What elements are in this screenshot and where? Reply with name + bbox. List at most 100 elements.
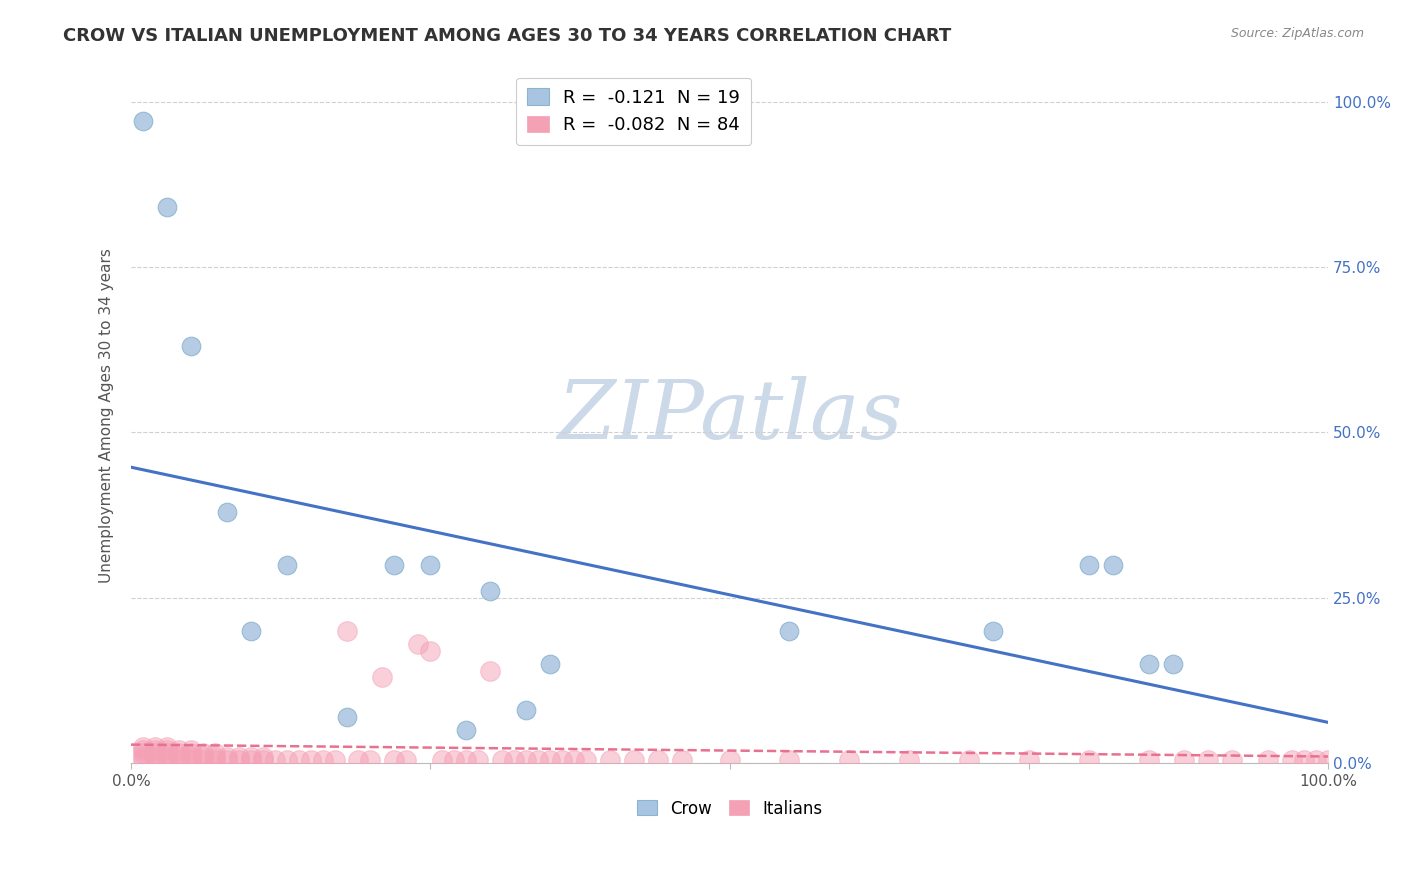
- Point: [239, 753, 262, 767]
- Point: [408, 637, 430, 651]
- Point: [204, 753, 226, 767]
- Point: [143, 739, 166, 754]
- Point: [1305, 753, 1327, 767]
- Point: [359, 753, 381, 767]
- Point: [371, 670, 394, 684]
- Point: [156, 739, 179, 754]
- Point: [599, 753, 621, 767]
- Point: [156, 749, 179, 764]
- Point: [180, 746, 202, 760]
- Point: [671, 753, 693, 767]
- Point: [167, 749, 190, 764]
- Point: [215, 505, 238, 519]
- Point: [299, 753, 322, 767]
- Text: Source: ZipAtlas.com: Source: ZipAtlas.com: [1230, 27, 1364, 40]
- Point: [143, 743, 166, 757]
- Point: [647, 753, 669, 767]
- Point: [143, 753, 166, 767]
- Point: [167, 746, 190, 760]
- Point: [228, 749, 250, 764]
- Point: [419, 558, 441, 572]
- Point: [1137, 657, 1160, 671]
- Point: [778, 753, 800, 767]
- Point: [456, 723, 478, 737]
- Point: [479, 664, 502, 678]
- Legend: Crow, Italians: Crow, Italians: [630, 793, 830, 824]
- Point: [1137, 753, 1160, 767]
- Point: [143, 749, 166, 764]
- Point: [575, 753, 598, 767]
- Point: [204, 746, 226, 760]
- Point: [432, 753, 454, 767]
- Point: [215, 753, 238, 767]
- Point: [347, 753, 370, 767]
- Point: [384, 753, 406, 767]
- Point: [156, 746, 179, 760]
- Point: [1018, 753, 1040, 767]
- Point: [443, 753, 465, 767]
- Point: [1222, 753, 1244, 767]
- Point: [156, 201, 179, 215]
- Point: [335, 624, 357, 638]
- Point: [538, 657, 561, 671]
- Point: [228, 753, 250, 767]
- Point: [132, 746, 155, 760]
- Point: [180, 749, 202, 764]
- Point: [1101, 558, 1123, 572]
- Point: [239, 749, 262, 764]
- Point: [718, 753, 741, 767]
- Point: [479, 584, 502, 599]
- Point: [143, 746, 166, 760]
- Point: [515, 703, 537, 717]
- Point: [276, 558, 298, 572]
- Point: [503, 753, 526, 767]
- Text: ZIPatlas: ZIPatlas: [557, 376, 903, 456]
- Point: [1281, 753, 1303, 767]
- Point: [311, 753, 333, 767]
- Point: [1077, 558, 1099, 572]
- Point: [1077, 753, 1099, 767]
- Point: [467, 753, 489, 767]
- Point: [778, 624, 800, 638]
- Point: [276, 753, 298, 767]
- Point: [562, 753, 585, 767]
- Point: [132, 749, 155, 764]
- Point: [132, 739, 155, 754]
- Point: [1161, 657, 1184, 671]
- Point: [167, 753, 190, 767]
- Point: [515, 753, 537, 767]
- Point: [1294, 753, 1316, 767]
- Point: [384, 558, 406, 572]
- Point: [132, 114, 155, 128]
- Y-axis label: Unemployment Among Ages 30 to 34 years: Unemployment Among Ages 30 to 34 years: [100, 248, 114, 583]
- Point: [491, 753, 513, 767]
- Point: [981, 624, 1004, 638]
- Point: [1173, 753, 1195, 767]
- Point: [419, 643, 441, 657]
- Point: [623, 753, 645, 767]
- Point: [180, 339, 202, 353]
- Point: [838, 753, 860, 767]
- Point: [180, 753, 202, 767]
- Point: [180, 743, 202, 757]
- Point: [204, 749, 226, 764]
- Point: [287, 753, 309, 767]
- Point: [239, 624, 262, 638]
- Point: [323, 753, 346, 767]
- Point: [215, 749, 238, 764]
- Point: [538, 753, 561, 767]
- Point: [191, 746, 214, 760]
- Point: [252, 749, 274, 764]
- Point: [167, 743, 190, 757]
- Point: [335, 710, 357, 724]
- Point: [252, 753, 274, 767]
- Point: [191, 753, 214, 767]
- Point: [156, 743, 179, 757]
- Point: [156, 753, 179, 767]
- Point: [1317, 753, 1340, 767]
- Point: [527, 753, 550, 767]
- Point: [1197, 753, 1219, 767]
- Point: [191, 749, 214, 764]
- Point: [132, 743, 155, 757]
- Point: [395, 753, 418, 767]
